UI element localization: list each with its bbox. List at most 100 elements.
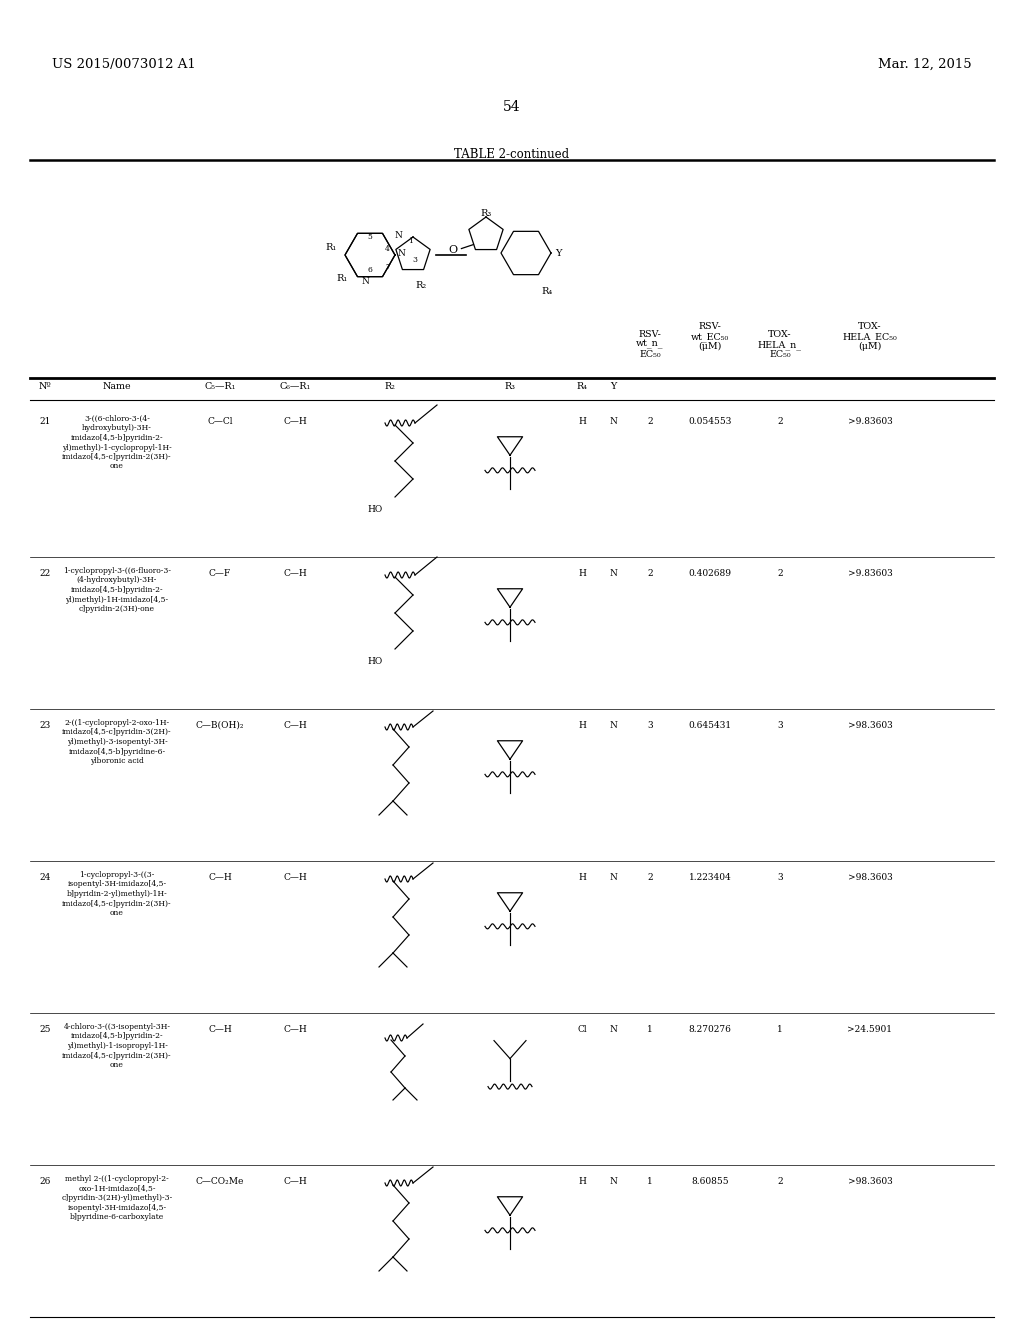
Text: imidazo[4,5-b]pyridin-2-: imidazo[4,5-b]pyridin-2- xyxy=(71,1032,163,1040)
Text: Nº: Nº xyxy=(39,381,51,391)
Text: >24.5901: >24.5901 xyxy=(848,1026,893,1034)
Text: C—CO₂Me: C—CO₂Me xyxy=(196,1177,244,1185)
Text: C—H: C—H xyxy=(283,873,307,882)
Text: isopentyl-3H-imidazo[4,5-: isopentyl-3H-imidazo[4,5- xyxy=(68,880,167,888)
Text: TABLE 2-continued: TABLE 2-continued xyxy=(455,148,569,161)
Text: 0.402689: 0.402689 xyxy=(688,569,731,578)
Text: N: N xyxy=(609,721,616,730)
Text: 3: 3 xyxy=(413,256,418,264)
Text: 2: 2 xyxy=(777,1177,782,1185)
Text: H: H xyxy=(579,873,586,882)
Text: Y: Y xyxy=(610,381,616,391)
Text: 1-cyclopropyl-3-((6-fluoro-3-: 1-cyclopropyl-3-((6-fluoro-3- xyxy=(63,568,171,576)
Text: 24: 24 xyxy=(39,873,50,882)
Text: 1-cyclopropyl-3-((3-: 1-cyclopropyl-3-((3- xyxy=(79,871,155,879)
Text: one: one xyxy=(110,1061,124,1069)
Text: one: one xyxy=(110,462,124,470)
Text: C—H: C—H xyxy=(283,417,307,426)
Text: N: N xyxy=(361,277,369,286)
Text: 22: 22 xyxy=(39,569,50,578)
Text: N: N xyxy=(394,231,402,239)
Text: R₄: R₄ xyxy=(577,381,588,391)
Text: >9.83603: >9.83603 xyxy=(848,417,892,426)
Text: C—H: C—H xyxy=(208,1026,231,1034)
Text: 3: 3 xyxy=(777,721,782,730)
Text: imidazo[4,5-c]pyridin-2(3H)-: imidazo[4,5-c]pyridin-2(3H)- xyxy=(62,1052,172,1060)
Text: 1: 1 xyxy=(647,1026,653,1034)
Text: 3: 3 xyxy=(777,873,782,882)
Text: 2: 2 xyxy=(647,569,653,578)
Text: 4: 4 xyxy=(385,246,390,253)
Text: yl)methyl)-1-isopropyl-1H-: yl)methyl)-1-isopropyl-1H- xyxy=(67,1041,168,1049)
Text: 7: 7 xyxy=(385,263,390,271)
Text: (4-hydroxybutyl)-3H-: (4-hydroxybutyl)-3H- xyxy=(77,577,158,585)
Text: TOX-: TOX- xyxy=(768,330,792,339)
Text: c]pyridin-3(2H)-yl)methyl)-3-: c]pyridin-3(2H)-yl)methyl)-3- xyxy=(61,1195,173,1203)
Text: R₄: R₄ xyxy=(542,286,553,296)
Text: C—Cl: C—Cl xyxy=(207,417,232,426)
Text: US 2015/0073012 A1: US 2015/0073012 A1 xyxy=(52,58,196,71)
Text: 1.223404: 1.223404 xyxy=(688,873,731,882)
Text: Y: Y xyxy=(555,248,561,257)
Text: 6: 6 xyxy=(368,267,373,275)
Text: imidazo[4,5-b]pyridin-2-: imidazo[4,5-b]pyridin-2- xyxy=(71,586,163,594)
Text: 2: 2 xyxy=(777,569,782,578)
Text: HO: HO xyxy=(368,506,383,513)
Text: N: N xyxy=(609,417,616,426)
Text: N: N xyxy=(609,873,616,882)
Text: C₅—R₁: C₅—R₁ xyxy=(205,381,236,391)
Text: 54: 54 xyxy=(503,100,521,114)
Text: C—H: C—H xyxy=(283,569,307,578)
Text: isopentyl-3H-imidazo[4,5-: isopentyl-3H-imidazo[4,5- xyxy=(68,1204,167,1212)
Text: N: N xyxy=(398,248,406,257)
Text: H: H xyxy=(579,417,586,426)
Text: Mar. 12, 2015: Mar. 12, 2015 xyxy=(879,58,972,71)
Text: H: H xyxy=(579,569,586,578)
Text: C₆—R₁: C₆—R₁ xyxy=(280,381,310,391)
Text: H: H xyxy=(579,1177,586,1185)
Text: EC₅₀: EC₅₀ xyxy=(769,350,791,359)
Text: R₁: R₁ xyxy=(326,243,337,252)
Text: C—B(OH)₂: C—B(OH)₂ xyxy=(196,721,245,730)
Text: 23: 23 xyxy=(39,721,50,730)
Text: (μM): (μM) xyxy=(858,342,882,351)
Text: 0.645431: 0.645431 xyxy=(688,721,731,730)
Text: hydroxybutyl)-3H-: hydroxybutyl)-3H- xyxy=(82,425,152,433)
Text: C—H: C—H xyxy=(283,1177,307,1185)
Text: oxo-1H-imidazo[4,5-: oxo-1H-imidazo[4,5- xyxy=(78,1184,156,1192)
Text: C—H: C—H xyxy=(208,873,231,882)
Text: 3-((6-chloro-3-(4-: 3-((6-chloro-3-(4- xyxy=(84,414,150,422)
Text: 5: 5 xyxy=(368,234,373,242)
Text: 1: 1 xyxy=(409,238,414,246)
Text: 26: 26 xyxy=(39,1177,50,1185)
Text: 0.054553: 0.054553 xyxy=(688,417,732,426)
Text: 25: 25 xyxy=(39,1026,51,1034)
Text: R₂: R₂ xyxy=(416,281,427,289)
Text: O: O xyxy=(449,244,458,255)
Text: >98.3603: >98.3603 xyxy=(848,873,892,882)
Text: RSV-: RSV- xyxy=(698,322,722,331)
Text: yl)methyl)-1-cyclopropyl-1H-: yl)methyl)-1-cyclopropyl-1H- xyxy=(62,444,172,451)
Text: >98.3603: >98.3603 xyxy=(848,721,892,730)
Text: Cl: Cl xyxy=(578,1026,587,1034)
Text: b]pyridine-6-carboxylate: b]pyridine-6-carboxylate xyxy=(70,1213,164,1221)
Text: HELA_n_: HELA_n_ xyxy=(758,341,802,350)
Text: yl)methyl)-3-isopentyl-3H-: yl)methyl)-3-isopentyl-3H- xyxy=(67,738,167,746)
Text: 1: 1 xyxy=(777,1026,783,1034)
Text: 1: 1 xyxy=(647,1177,653,1185)
Text: C—H: C—H xyxy=(283,721,307,730)
Text: R₁: R₁ xyxy=(336,275,347,284)
Text: 3: 3 xyxy=(647,721,653,730)
Text: 2: 2 xyxy=(647,417,653,426)
Text: 2: 2 xyxy=(777,417,782,426)
Text: yl)methyl)-1H-imidazo[4,5-: yl)methyl)-1H-imidazo[4,5- xyxy=(66,595,169,603)
Text: N: N xyxy=(609,1177,616,1185)
Text: H: H xyxy=(579,721,586,730)
Text: RSV-: RSV- xyxy=(639,330,662,339)
Text: ylboronic acid: ylboronic acid xyxy=(90,756,144,766)
Text: 4-chloro-3-((3-isopentyl-3H-: 4-chloro-3-((3-isopentyl-3H- xyxy=(63,1023,171,1031)
Text: wt_EC₅₀: wt_EC₅₀ xyxy=(691,333,729,342)
Text: HO: HO xyxy=(368,657,383,667)
Text: >9.83603: >9.83603 xyxy=(848,569,892,578)
Text: TOX-: TOX- xyxy=(858,322,882,331)
